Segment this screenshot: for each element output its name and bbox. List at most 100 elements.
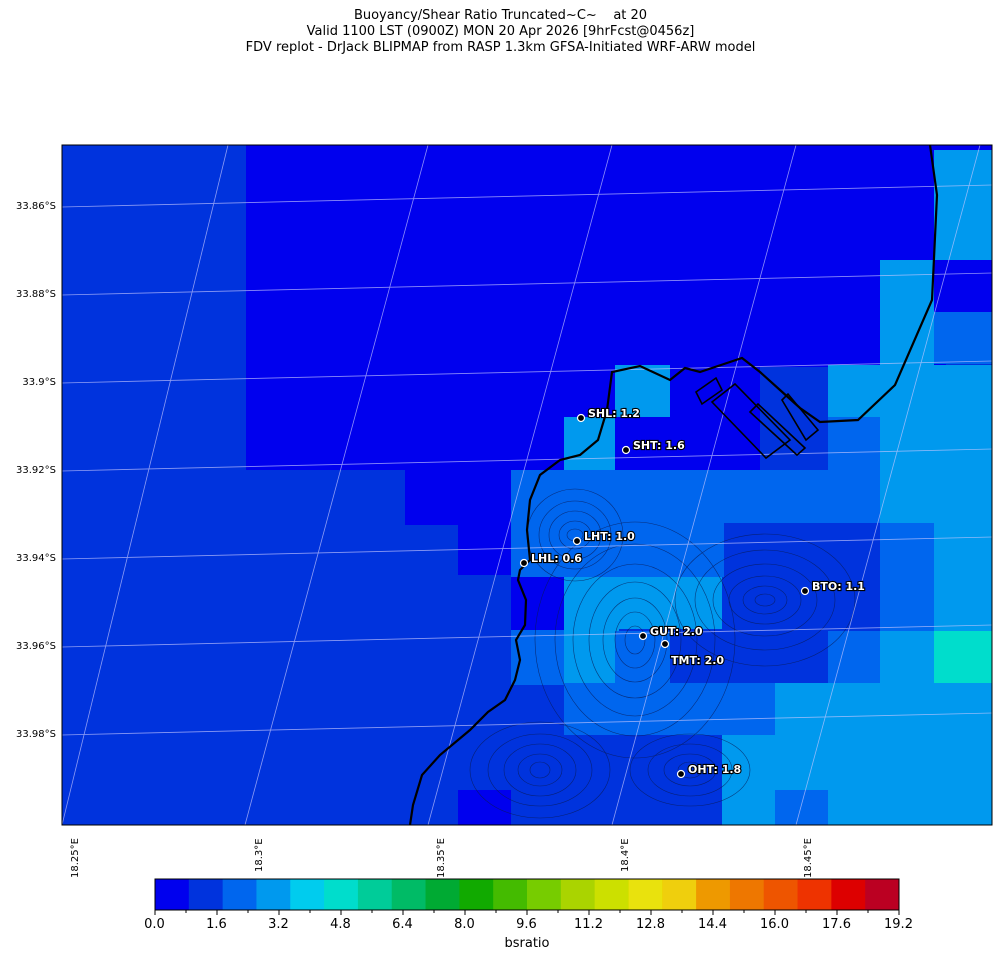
field-cell	[934, 150, 992, 260]
station-label: BTO: 1.1	[812, 580, 865, 593]
contour-line	[469, 721, 611, 819]
colorbar-swatch	[594, 879, 629, 910]
contour-line	[558, 520, 592, 550]
parallel-line	[62, 448, 992, 472]
contour-line	[647, 743, 733, 797]
colorbar-swatch	[324, 879, 359, 910]
contour-line	[674, 533, 856, 667]
graticule	[62, 145, 992, 825]
contour-line	[742, 585, 788, 615]
colorbar-swatch	[425, 879, 460, 910]
meridian-line	[244, 145, 429, 825]
station-dot	[572, 536, 582, 546]
station-label: SHT: 1.6	[633, 439, 685, 452]
coastline	[408, 145, 939, 825]
contour-line	[677, 761, 703, 779]
colorbar-swatch	[290, 879, 325, 910]
field-cell	[300, 365, 760, 470]
colorbar-swatch	[763, 879, 799, 910]
field-cell	[828, 365, 992, 417]
lat-label: 33.94°S	[16, 553, 56, 564]
colorbar-swatch	[493, 879, 528, 910]
station-label: LHL: 0.6	[531, 552, 582, 565]
lon-label: 18.3°E	[254, 838, 265, 872]
colorbar-label: bsratio	[504, 936, 550, 951]
contour-line	[624, 625, 646, 655]
lat-label: 33.9°S	[22, 377, 56, 388]
station-dot	[621, 445, 631, 455]
contour-line	[629, 733, 751, 807]
field-cell	[564, 577, 619, 683]
meridian-line	[62, 145, 229, 825]
station-dot	[676, 769, 686, 779]
lat-label: 33.86°S	[16, 201, 56, 212]
lat-label: 33.98°S	[16, 729, 56, 740]
colorbar-swatch	[222, 879, 257, 910]
title-line-2: Valid 1100 LST (0900Z) MON 20 Apr 2026 […	[306, 24, 695, 39]
colorbar-swatch	[357, 879, 393, 910]
map-frame	[61, 144, 993, 826]
colorbar-swatch	[865, 879, 900, 910]
colorbar-tick-label: 6.4	[392, 917, 413, 932]
colorbar-swatch	[831, 879, 866, 910]
contour-line	[487, 733, 593, 807]
colorbar-swatch	[628, 879, 663, 910]
colorbar-swatch	[696, 879, 731, 910]
lat-label: 33.88°S	[16, 289, 56, 300]
station-dot	[638, 631, 648, 641]
title-line-1: Buoyancy/Shear Ratio Truncated~C~ at 20	[353, 8, 648, 23]
colorbar-tick-label: 16.0	[760, 917, 789, 932]
colorbar-tick-label: 3.2	[268, 917, 289, 932]
colorbar-swatch	[560, 879, 596, 910]
station-label: LHT: 1.0	[584, 530, 635, 543]
field-cell	[722, 735, 775, 825]
station-label: SHL: 1.2	[588, 407, 640, 420]
field-cell	[934, 260, 992, 312]
field-cell	[458, 470, 511, 575]
station-dot	[800, 586, 810, 596]
field-cell	[564, 417, 615, 470]
bsratio-field	[62, 145, 992, 825]
lon-label: 18.25°E	[70, 838, 81, 878]
meridian-line	[427, 145, 613, 825]
station-label: OHT: 1.8	[688, 763, 741, 776]
colorbar-tick-label: 1.6	[206, 917, 227, 932]
lon-label: 18.4°E	[620, 838, 631, 872]
parallel-line	[62, 184, 992, 208]
station-label: TMT: 2.0	[671, 654, 724, 667]
parallel-line	[62, 272, 992, 296]
colorbar-tick-label: 14.4	[698, 917, 727, 932]
colorbar-swatch	[729, 879, 765, 910]
lat-label: 33.96°S	[16, 641, 56, 652]
parallel-line	[62, 624, 992, 648]
station-dot	[660, 639, 670, 649]
colorbar-tick-label: 9.6	[516, 917, 537, 932]
parallel-line	[62, 536, 992, 560]
field-cell	[828, 417, 880, 523]
contour-line	[614, 611, 656, 669]
parallel-line	[62, 712, 992, 736]
contour-line	[529, 761, 551, 779]
colorbar-swatch	[797, 879, 832, 910]
colorbar	[154, 878, 900, 915]
colorbar-swatch	[662, 879, 697, 910]
colorbar-tick-label: 19.2	[884, 917, 913, 932]
contour-line	[538, 500, 612, 570]
lat-label: 33.92°S	[16, 465, 56, 476]
field-cell	[564, 683, 775, 735]
colorbar-tick-label: 11.2	[574, 917, 603, 932]
colorbar-swatch	[188, 879, 224, 910]
field-cell	[511, 470, 564, 577]
station-dot	[519, 558, 529, 568]
colorbar-tick-label: 4.8	[330, 917, 351, 932]
colorbar-tick-label: 12.8	[636, 917, 665, 932]
colorbar-swatch	[459, 879, 494, 910]
contour-line	[588, 581, 682, 699]
colorbar-tick-label: 8.0	[454, 917, 475, 932]
title-line-3: FDV replot - DrJack BLIPMAP from RASP 1.…	[245, 40, 756, 55]
colorbar-swatch	[256, 879, 291, 910]
contour-line	[602, 597, 668, 683]
contour-line	[694, 549, 836, 651]
